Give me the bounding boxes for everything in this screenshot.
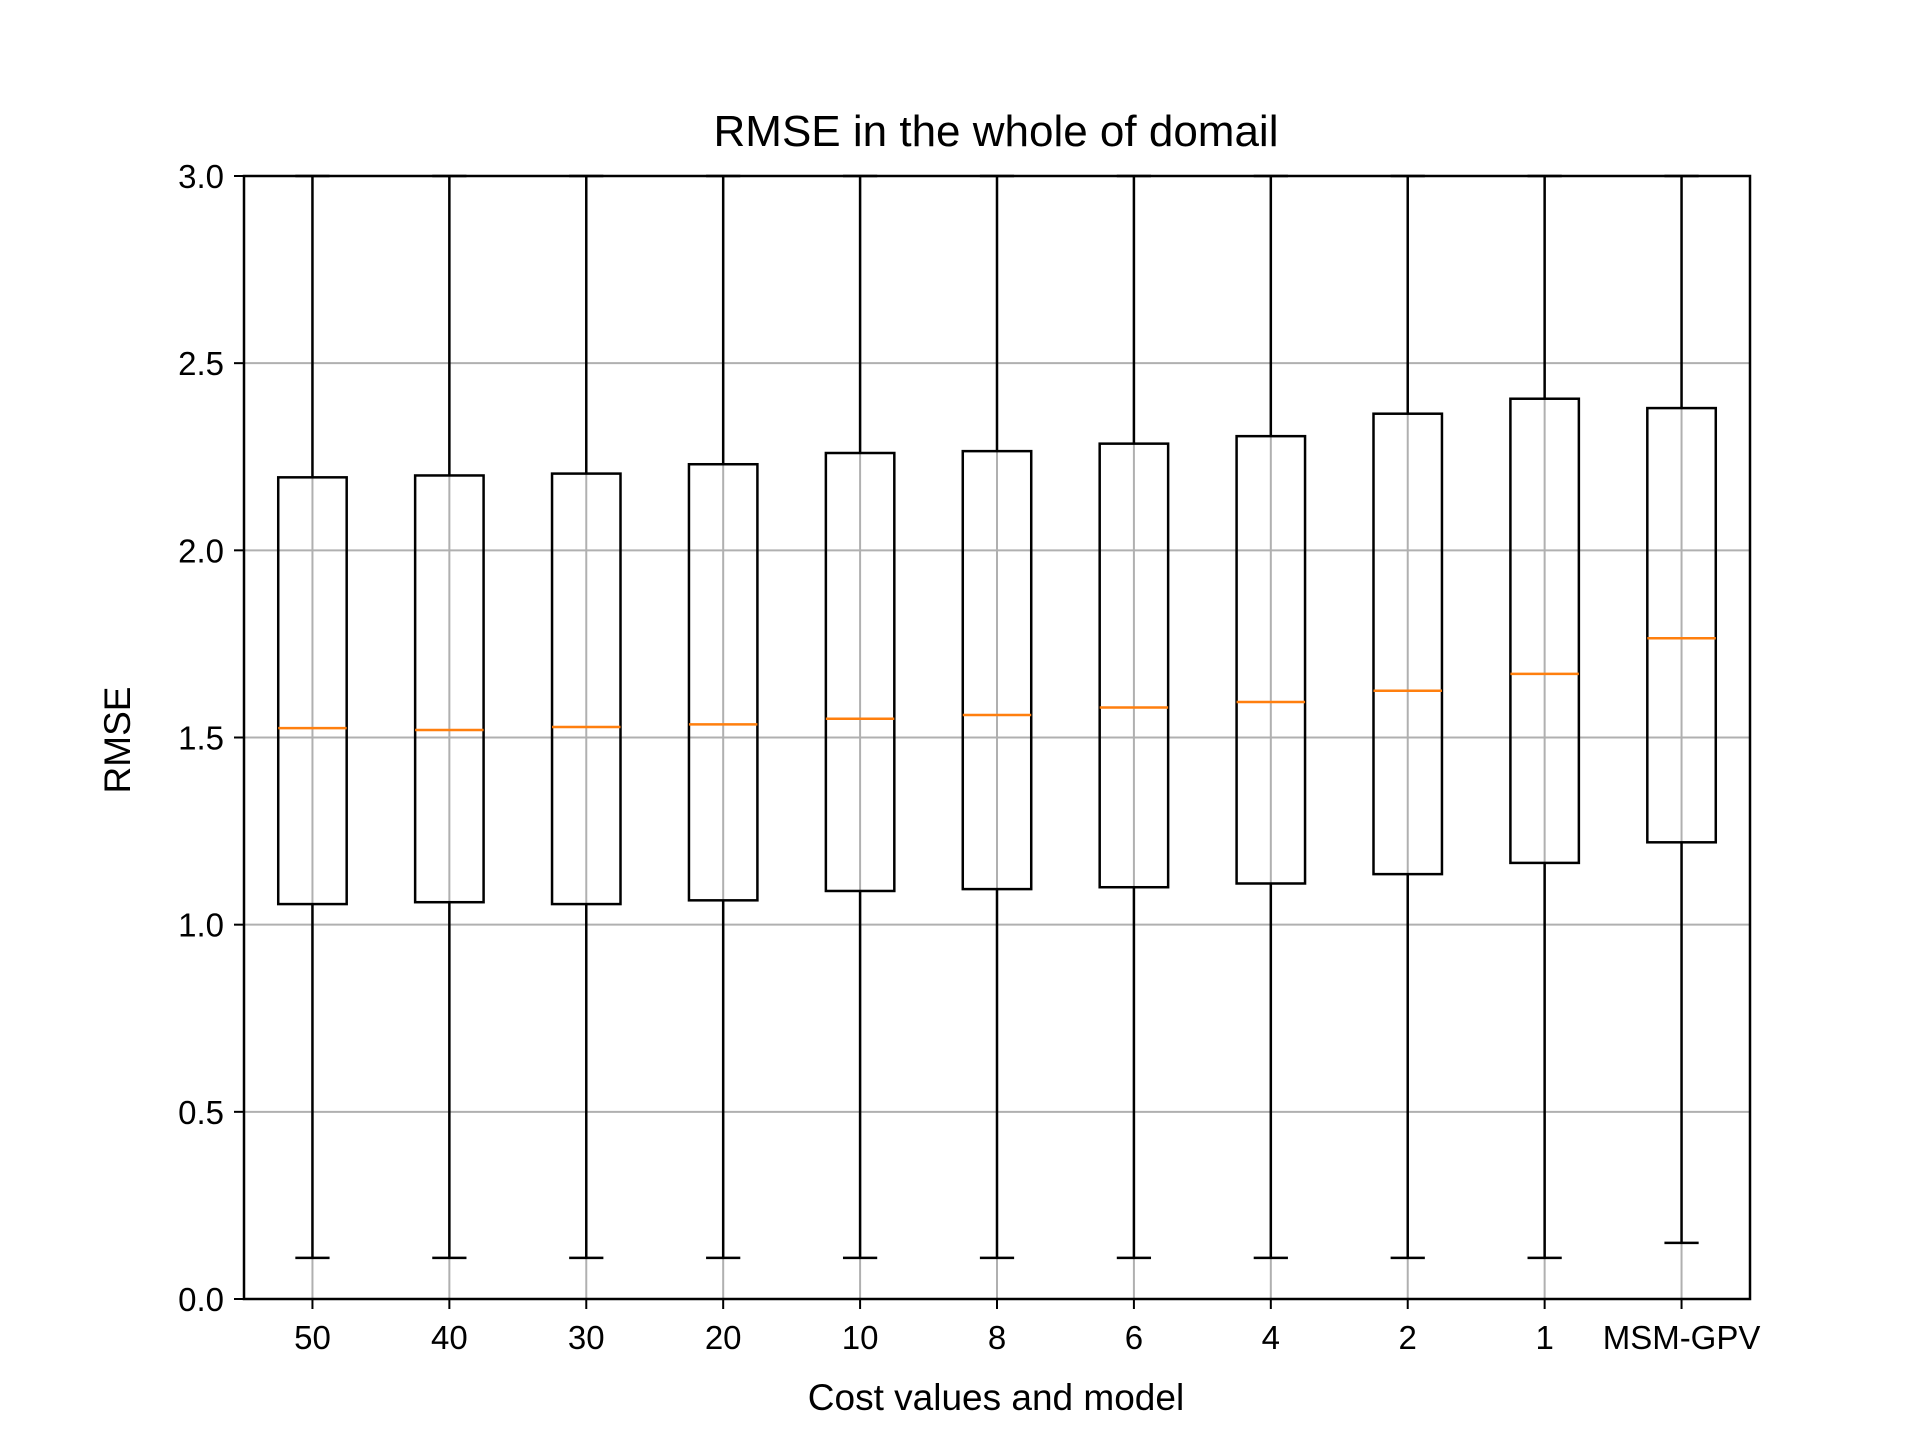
- y-tick-label: 2.0: [178, 532, 224, 569]
- y-tick-label: 0.0: [178, 1281, 224, 1318]
- iqr-box: [1235, 434, 1307, 885]
- y-tick-label: 0.5: [178, 1094, 224, 1131]
- x-tick-label: 20: [705, 1319, 742, 1356]
- box-8: [961, 174, 1033, 1260]
- iqr-box: [961, 449, 1033, 891]
- iqr-box: [413, 474, 485, 904]
- x-tick-label: 2: [1399, 1319, 1417, 1356]
- x-tick-label: 8: [988, 1319, 1006, 1356]
- iqr-box: [1646, 406, 1718, 844]
- x-tick-label: 40: [431, 1319, 468, 1356]
- x-axis-label: Cost values and model: [808, 1377, 1184, 1418]
- x-tick-label: 50: [294, 1319, 331, 1356]
- y-tick-label: 1.5: [178, 720, 224, 757]
- x-tick-label: 30: [568, 1319, 605, 1356]
- iqr-box: [1509, 397, 1581, 865]
- iqr-box: [1098, 442, 1170, 889]
- y-tick-label: 2.5: [178, 345, 224, 382]
- iqr-box: [1372, 412, 1444, 876]
- x-tick-label: MSM-GPV: [1603, 1319, 1761, 1356]
- box-1: [1509, 174, 1581, 1260]
- x-tick-label: 6: [1125, 1319, 1143, 1356]
- y-tick-label: 1.0: [178, 907, 224, 944]
- box-2: [1372, 174, 1444, 1260]
- y-tick-label: 3.0: [178, 158, 224, 195]
- box-4: [1235, 174, 1307, 1260]
- chart-title: RMSE in the whole of domail: [714, 107, 1279, 156]
- box-6: [1098, 174, 1170, 1260]
- iqr-box: [276, 476, 348, 906]
- iqr-box: [824, 451, 896, 893]
- tick-layer: 0.0 0.5 1.0 1.5 2.0 2.5 3.0 50 40 30 20 10 8 6 4 2 1 MSM-…: [178, 158, 1760, 1356]
- box-layer: [276, 174, 1718, 1260]
- iqr-box: [550, 472, 622, 906]
- box-MSM-GPV: [1646, 174, 1718, 1245]
- box-30: [550, 174, 622, 1260]
- y-axis-label: RMSE: [97, 687, 138, 794]
- x-tick-label: 4: [1262, 1319, 1280, 1356]
- box-40: [413, 174, 485, 1260]
- x-tick-label: 10: [842, 1319, 879, 1356]
- x-tick-label: 1: [1535, 1319, 1553, 1356]
- iqr-box: [687, 462, 759, 902]
